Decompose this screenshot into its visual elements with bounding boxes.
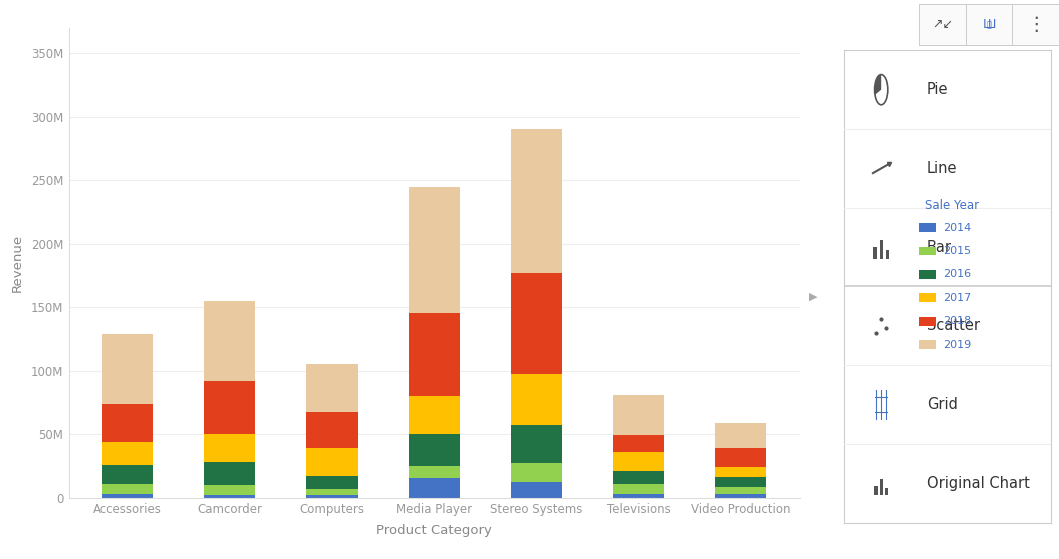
Bar — [409, 479, 460, 498]
Text: Pie: Pie — [927, 82, 948, 97]
Text: 2019: 2019 — [944, 340, 972, 350]
Bar — [204, 381, 255, 434]
Text: Grid: Grid — [927, 397, 957, 412]
Bar — [204, 434, 255, 462]
Bar — [204, 485, 255, 495]
Bar — [715, 494, 767, 498]
Bar — [510, 463, 562, 482]
Bar — [715, 467, 767, 477]
Bar — [306, 448, 358, 476]
Bar — [102, 442, 154, 465]
Bar — [204, 495, 255, 498]
Bar — [613, 471, 664, 484]
Bar — [715, 477, 767, 487]
Bar — [613, 494, 664, 498]
Bar — [715, 448, 767, 467]
Bar — [874, 247, 877, 259]
Bar — [880, 240, 883, 259]
Bar — [409, 187, 460, 314]
Y-axis label: Revenue: Revenue — [11, 234, 24, 292]
Text: ▶: ▶ — [809, 291, 818, 301]
Bar — [613, 452, 664, 471]
Bar — [885, 250, 890, 259]
Text: Original Chart: Original Chart — [927, 476, 1029, 491]
Text: 2015: 2015 — [944, 246, 972, 256]
Bar — [715, 423, 767, 448]
Bar — [204, 462, 255, 485]
Bar — [204, 301, 255, 381]
Bar — [613, 484, 664, 494]
Bar — [102, 465, 154, 484]
Bar — [409, 314, 460, 396]
Text: ⋮: ⋮ — [1026, 15, 1045, 34]
Bar — [875, 486, 878, 495]
Wedge shape — [875, 74, 881, 95]
Text: Scatter: Scatter — [927, 318, 980, 333]
Bar — [510, 273, 562, 375]
Bar — [306, 364, 358, 413]
Bar — [613, 435, 664, 452]
Text: ↗↙: ↗↙ — [932, 18, 953, 31]
Bar — [510, 482, 562, 498]
Bar — [510, 375, 562, 425]
Bar — [102, 404, 154, 442]
Bar — [102, 494, 154, 498]
Bar — [306, 495, 358, 498]
Text: 2016: 2016 — [944, 269, 972, 280]
Bar — [510, 425, 562, 463]
Bar — [102, 484, 154, 494]
Bar — [409, 396, 460, 434]
Bar — [409, 434, 460, 466]
Bar — [306, 476, 358, 489]
Bar — [409, 466, 460, 479]
Text: ⬛: ⬛ — [987, 20, 991, 29]
Text: Sale Year: Sale Year — [925, 200, 979, 212]
Bar — [306, 413, 358, 448]
Bar — [102, 334, 154, 404]
Text: Bar: Bar — [927, 240, 952, 255]
Bar — [613, 395, 664, 435]
Bar — [306, 489, 358, 495]
Bar — [510, 130, 562, 273]
Text: Line: Line — [927, 161, 957, 176]
Text: 2018: 2018 — [944, 316, 972, 326]
Text: 2014: 2014 — [944, 222, 972, 233]
Text: Ш: Ш — [983, 18, 995, 31]
Bar — [880, 479, 883, 495]
Text: 2017: 2017 — [944, 293, 972, 303]
Bar — [715, 487, 767, 494]
Bar — [884, 488, 889, 495]
X-axis label: Product Category: Product Category — [376, 524, 492, 537]
